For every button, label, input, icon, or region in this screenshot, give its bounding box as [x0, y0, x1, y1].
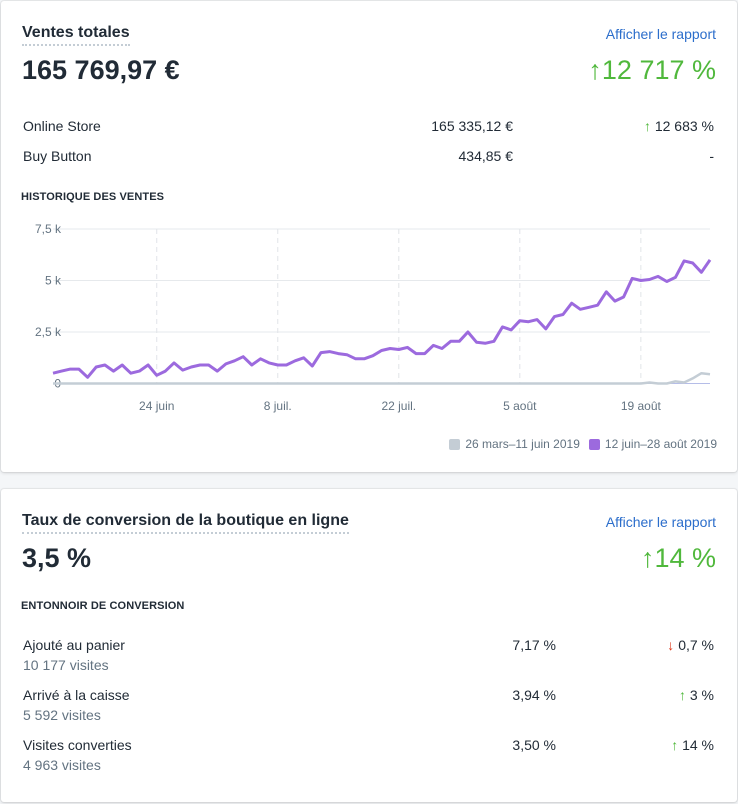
- channel-change: -: [709, 148, 714, 164]
- channel-name: Buy Button: [23, 148, 92, 164]
- view-conversion-report-link[interactable]: Afficher le rapport: [605, 514, 716, 530]
- channel-value: 434,85 €: [458, 148, 514, 164]
- funnel-step-rate: 7,17 %: [512, 637, 556, 653]
- total-sales-value: 165 769,97 €: [22, 55, 180, 85]
- series-line-previous: [53, 371, 711, 385]
- sales-history-label: HISTORIQUE DES VENTES: [21, 191, 165, 203]
- arrow-up-icon: ↑: [671, 737, 683, 753]
- funnel-step-change: ↓ 0,7 %: [667, 637, 714, 653]
- conversion-rate-change: ↑14 %: [640, 543, 716, 573]
- total-sales-title[interactable]: Ventes totales: [22, 24, 130, 46]
- funnel-label: ENTONNOIR DE CONVERSION: [21, 600, 185, 612]
- funnel-step-visits: 5 592 visites: [23, 707, 101, 723]
- total-sales-change: ↑12 717 %: [588, 55, 716, 85]
- arrow-up-icon: ↑: [643, 118, 655, 134]
- series-line-current: [52, 259, 712, 379]
- x-tick-label: 19 août: [621, 399, 662, 413]
- funnel-step-name: Arrivé à la caisse: [23, 687, 130, 703]
- funnel-step-change: ↑ 3 %: [678, 687, 714, 703]
- legend-label-current: 12 juin–28 août 2019: [604, 437, 717, 451]
- total-sales-card: Ventes totales Afficher le rapport 165 7…: [1, 1, 737, 472]
- y-tick-label: 7,5 k: [35, 222, 62, 236]
- legend-swatch-previous: [449, 438, 461, 450]
- arrow-down-icon: ↓: [667, 637, 679, 653]
- arrow-up-icon: ↑: [640, 543, 655, 573]
- chart-legend: 26 mars–11 juin 2019 12 juin–28 août 201…: [449, 437, 717, 451]
- arrow-up-icon: ↑: [588, 55, 602, 85]
- channel-change: ↑ 12 683 %: [643, 118, 714, 134]
- funnel-step-name: Visites converties: [23, 737, 132, 753]
- legend-label-previous: 26 mars–11 juin 2019: [465, 437, 580, 451]
- sales-history-chart: 02,5 k5 k7,5 k24 juin 8 juil. 22 juil. 5 ao…: [35, 222, 712, 413]
- y-tick-label: 2,5 k: [35, 325, 62, 339]
- x-tick-label: 5 août: [503, 399, 537, 413]
- funnel-step-change: ↑ 14 %: [671, 737, 714, 753]
- funnel-step-rate: 3,50 %: [512, 737, 556, 753]
- arrow-up-icon: ↑: [678, 687, 690, 703]
- funnel-step-name: Ajouté au panier: [23, 637, 125, 653]
- view-sales-report-link[interactable]: Afficher le rapport: [605, 26, 716, 42]
- channel-name: Online Store: [23, 118, 101, 134]
- funnel-step-visits: 10 177 visites: [23, 657, 109, 673]
- funnel-step-rate: 3,94 %: [512, 687, 556, 703]
- legend-swatch-current: [588, 438, 600, 450]
- channel-value: 165 335,12 €: [431, 118, 513, 134]
- conversion-title[interactable]: Taux de conversion de la boutique en lig…: [22, 512, 349, 534]
- x-tick-label: 24 juin: [139, 399, 174, 413]
- x-tick-label: 8 juil.: [264, 399, 292, 413]
- conversion-card: Taux de conversion de la boutique en lig…: [1, 489, 737, 802]
- conversion-rate-value: 3,5 %: [22, 543, 92, 573]
- y-tick-label: 5 k: [45, 274, 62, 288]
- funnel-step-visits: 4 963 visites: [23, 757, 101, 773]
- x-tick-label: 22 juil.: [381, 399, 416, 413]
